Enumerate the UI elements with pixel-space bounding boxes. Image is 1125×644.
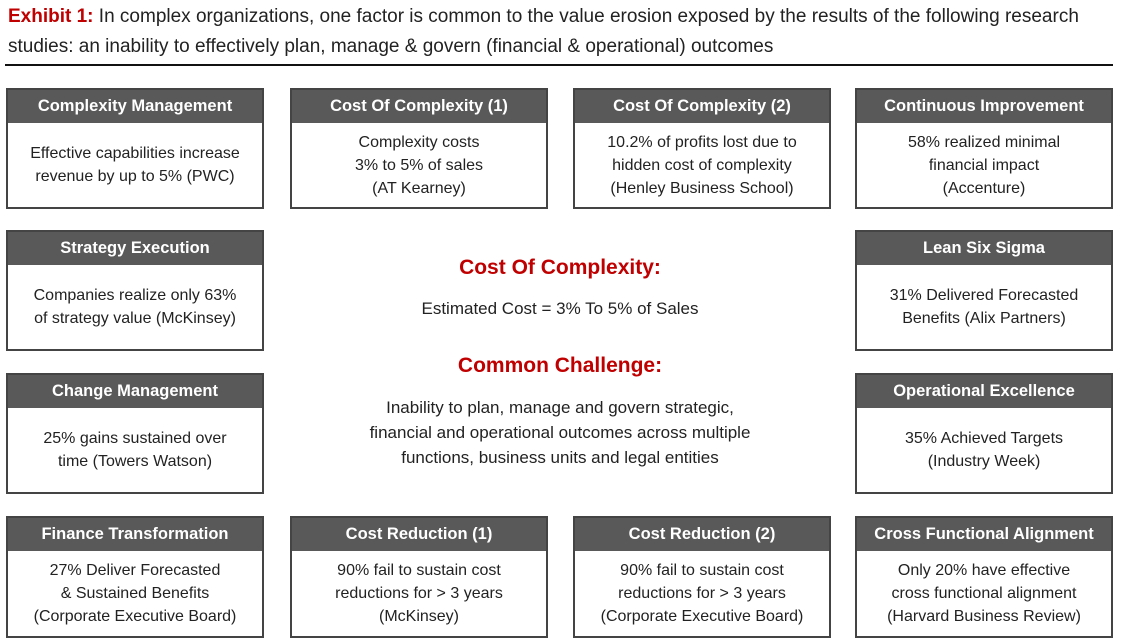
card-continuous-improvement: Continuous Improvement 58% realized mini… (855, 88, 1113, 209)
cost-of-complexity-heading: Cost Of Complexity: (459, 256, 661, 279)
common-challenge-heading: Common Challenge: (457, 354, 663, 377)
card-cross-functional-alignment: Cross Functional Alignment Only 20% have… (855, 516, 1113, 638)
card-body: 58% realized minimal financial impact (A… (907, 133, 1061, 197)
card-title: Cost Reduction (2) (575, 518, 829, 551)
card-complexity-management: Complexity Management Effective capabili… (6, 88, 264, 209)
card-title: Cost Reduction (1) (292, 518, 546, 551)
card-finance-transformation: Finance Transformation 27% Deliver Forec… (6, 516, 264, 638)
card-title: Operational Excellence (857, 375, 1111, 408)
card-change-management: Change Management 25% gains sustained ov… (6, 373, 264, 494)
exhibit-title: Exhibit 1: In complex organizations, one… (8, 2, 1118, 62)
card-cost-reduction-2: Cost Reduction (2) 90% fail to sustain c… (573, 516, 831, 638)
cost-of-complexity-text: Estimated Cost = 3% To 5% of Sales (421, 299, 699, 318)
exhibit-label: Exhibit 1: (8, 6, 94, 27)
card-body: 31% Delivered Forecasted Benefits (Alix … (889, 287, 1079, 327)
card-title: Cost Of Complexity (2) (575, 90, 829, 123)
card-title: Cost Of Complexity (1) (292, 90, 546, 123)
card-body: 27% Deliver Forecasted & Sustained Benef… (33, 562, 237, 625)
card-body: Only 20% have effective cross functional… (887, 562, 1081, 625)
card-title: Finance Transformation (8, 518, 262, 551)
card-title: Continuous Improvement (857, 90, 1111, 123)
card-cost-reduction-1: Cost Reduction (1) 90% fail to sustain c… (290, 516, 548, 638)
exhibit-caption: In complex organizations, one factor is … (8, 6, 1079, 57)
card-lean-six-sigma: Lean Six Sigma 31% Delivered Forecasted … (855, 230, 1113, 351)
card-cost-of-complexity-2: Cost Of Complexity (2) 10.2% of profits … (573, 88, 831, 209)
card-body: Companies realize only 63% of strategy v… (33, 287, 237, 327)
card-title: Cross Functional Alignment (857, 518, 1111, 551)
card-operational-excellence: Operational Excellence 35% Achieved Targ… (855, 373, 1113, 494)
card-title: Complexity Management (8, 90, 262, 123)
card-title: Change Management (8, 375, 262, 408)
card-cost-of-complexity-1: Cost Of Complexity (1) Complexity costs … (290, 88, 548, 209)
card-body: 90% fail to sustain cost reductions for … (335, 562, 503, 625)
card-strategy-execution: Strategy Execution Companies realize onl… (6, 230, 264, 351)
card-body: Effective capabilities increase revenue … (30, 145, 240, 185)
card-title: Strategy Execution (8, 232, 262, 265)
card-body: 25% gains sustained over time (Towers Wa… (43, 430, 227, 470)
card-title: Lean Six Sigma (857, 232, 1111, 265)
card-body: Complexity costs 3% to 5% of sales (AT K… (354, 133, 484, 197)
card-body: 35% Achieved Targets (Industry Week) (904, 430, 1064, 470)
card-body: 90% fail to sustain cost reductions for … (600, 562, 804, 625)
card-body: 10.2% of profits lost due to hidden cost… (607, 133, 797, 197)
title-divider (5, 64, 1113, 66)
common-challenge-text: Inability to plan, manage and govern str… (369, 398, 751, 467)
